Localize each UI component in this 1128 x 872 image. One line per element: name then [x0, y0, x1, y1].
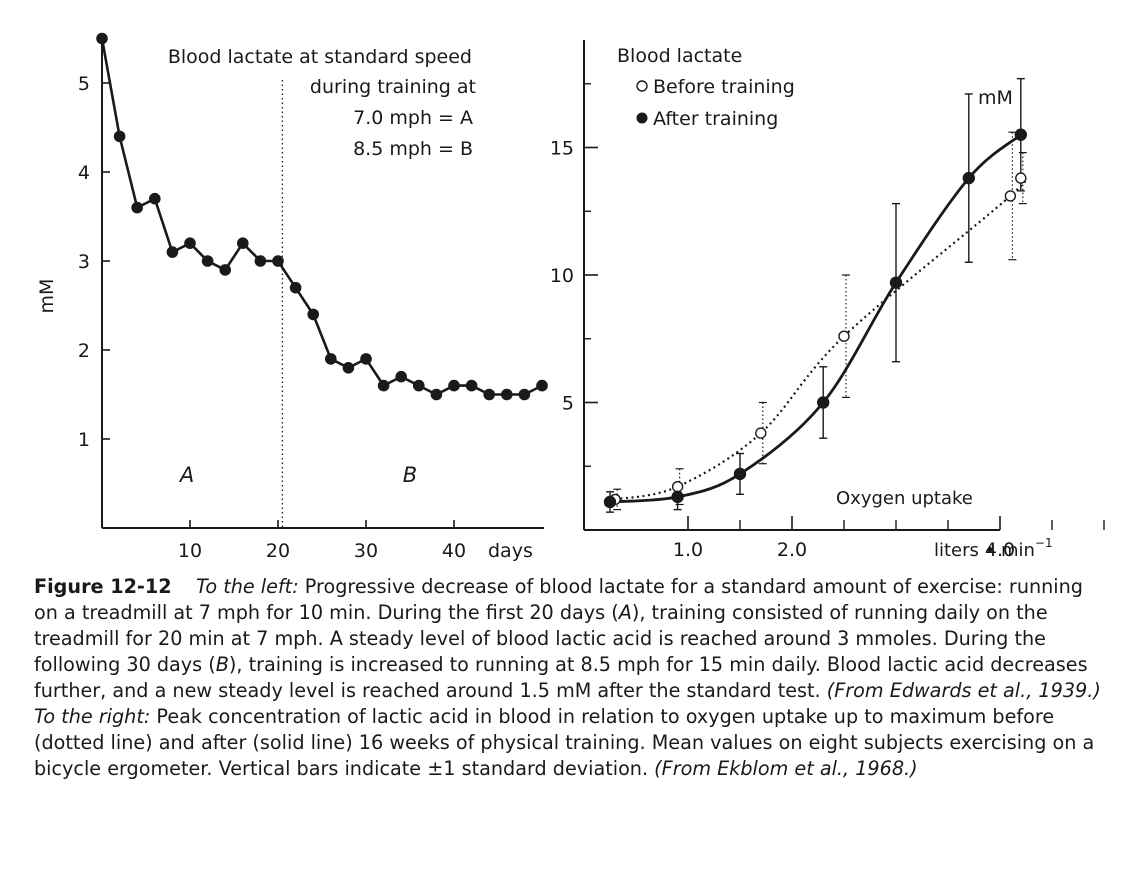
left-data-point — [237, 237, 249, 249]
left-data-point — [131, 202, 143, 214]
after-data-point — [604, 496, 616, 508]
caption-right-paragraph: To the right: Peak concentration of lact… — [34, 704, 1106, 782]
left-data-point — [255, 255, 267, 267]
left-x-ticks: 10 20 30 40 — [178, 520, 466, 562]
left-data-point — [536, 380, 548, 392]
before-data-point — [673, 482, 683, 492]
left-x-tick-label: 40 — [442, 540, 466, 562]
left-y-tick-label: 4 — [78, 162, 90, 184]
before-data-point — [1005, 191, 1015, 201]
legend-label-after: After training — [653, 108, 778, 130]
left-data-point — [395, 371, 407, 383]
caption-left-paragraph: Figure 12-12 To the left: Progressive de… — [34, 574, 1106, 704]
left-data-point — [378, 380, 390, 392]
left-data-point — [519, 389, 531, 401]
after-data-point — [671, 491, 683, 503]
left-data-point — [114, 131, 126, 143]
phase-label-a: A — [178, 463, 194, 487]
left-data-point — [202, 255, 214, 267]
caption-right-text: Peak concentration of lactic acid in blo… — [34, 705, 1094, 780]
before-training-curve — [615, 178, 1026, 499]
left-data-point — [360, 353, 372, 365]
right-x-unit-exponent: −1 — [1035, 536, 1053, 550]
left-x-tick-label: 30 — [354, 540, 378, 562]
right-x-tick-label: 1.0 — [673, 539, 703, 561]
right-y-tick-label: 5 — [562, 393, 574, 415]
right-y-tick-label: 10 — [550, 265, 574, 287]
left-y-tick-label: 1 — [78, 429, 90, 451]
after-data-point — [963, 172, 975, 184]
caption-left-b: B — [216, 653, 229, 676]
right-y-tick-label: 15 — [550, 138, 574, 160]
caption-left-a: A — [619, 601, 632, 624]
caption-left-heading: To the left: — [196, 575, 299, 598]
left-data-point — [501, 389, 513, 401]
left-x-tick-label: 10 — [178, 540, 202, 562]
before-data-point — [839, 331, 849, 341]
before-data-point — [1016, 173, 1026, 183]
annotation-line-3: 7.0 mph = A — [353, 107, 473, 129]
left-data-point — [96, 33, 108, 45]
after-training-curve — [610, 135, 1021, 502]
figure-label: Figure 12-12 — [34, 575, 172, 598]
left-data-point — [466, 380, 478, 392]
left-data-point — [325, 353, 337, 365]
caption-left-source: (From Edwards et al., 1939.) — [827, 679, 1101, 702]
left-data-point — [184, 237, 196, 249]
right-y-unit-label: mM — [978, 87, 1013, 109]
left-y-ticks: 1 2 3 4 5 — [78, 73, 110, 451]
annotation-line-4: 8.5 mph = B — [353, 138, 473, 160]
left-y-axis-label: mM — [36, 279, 58, 314]
after-data-point — [734, 468, 746, 480]
left-y-tick-label: 2 — [78, 340, 90, 362]
legend-title: Blood lactate — [617, 45, 742, 67]
left-data-point — [483, 389, 495, 401]
right-x-unit-label: liters • min−1 — [934, 536, 1053, 561]
left-data-point — [431, 389, 443, 401]
legend-marker-after — [637, 113, 648, 124]
left-data-point — [149, 193, 161, 205]
right-x-tick-label: 2.0 — [777, 539, 807, 561]
left-data-point — [272, 255, 284, 267]
left-data-point — [307, 309, 319, 321]
right-y-ticks: 5 10 15 — [550, 84, 598, 467]
after-data-point — [890, 276, 902, 288]
left-data-point — [167, 246, 179, 258]
after-data-point — [1015, 129, 1027, 141]
legend-label-before: Before training — [653, 76, 795, 98]
caption-right-source: (From Ekblom et al., 1968.) — [654, 757, 917, 780]
before-training-points — [610, 173, 1026, 504]
left-data-point — [343, 362, 355, 374]
before-data-point — [756, 428, 766, 438]
figure-caption: Figure 12-12 To the left: Progressive de… — [34, 574, 1106, 782]
left-chart-blood-lactate-vs-days: 1 2 3 4 5 10 20 30 40 days mM Blood lactate at … — [36, 33, 548, 562]
left-y-tick-label: 5 — [78, 73, 90, 95]
left-data-point — [413, 380, 425, 392]
right-x-unit-text: liters • min — [934, 540, 1035, 561]
after-data-point — [817, 396, 829, 408]
left-data-point — [448, 380, 460, 392]
figure-panels: 1 2 3 4 5 10 20 30 40 days mM Blood lactate at … — [0, 0, 1128, 572]
left-x-tick-label: 20 — [266, 540, 290, 562]
left-data-point — [219, 264, 231, 276]
annotation-line-2: during training at — [310, 76, 476, 98]
left-x-axis-label: days — [488, 540, 533, 562]
left-data-point — [290, 282, 302, 294]
left-y-tick-label: 3 — [78, 251, 90, 273]
before-error-bars — [613, 132, 1027, 509]
right-x-axis-title: Oxygen uptake — [836, 488, 973, 509]
caption-right-heading: To the right: — [34, 705, 150, 728]
after-error-bars — [606, 79, 1025, 513]
phase-label-b: B — [403, 463, 417, 487]
annotation-line-1: Blood lactate at standard speed — [168, 46, 472, 68]
legend-marker-before — [637, 81, 647, 91]
